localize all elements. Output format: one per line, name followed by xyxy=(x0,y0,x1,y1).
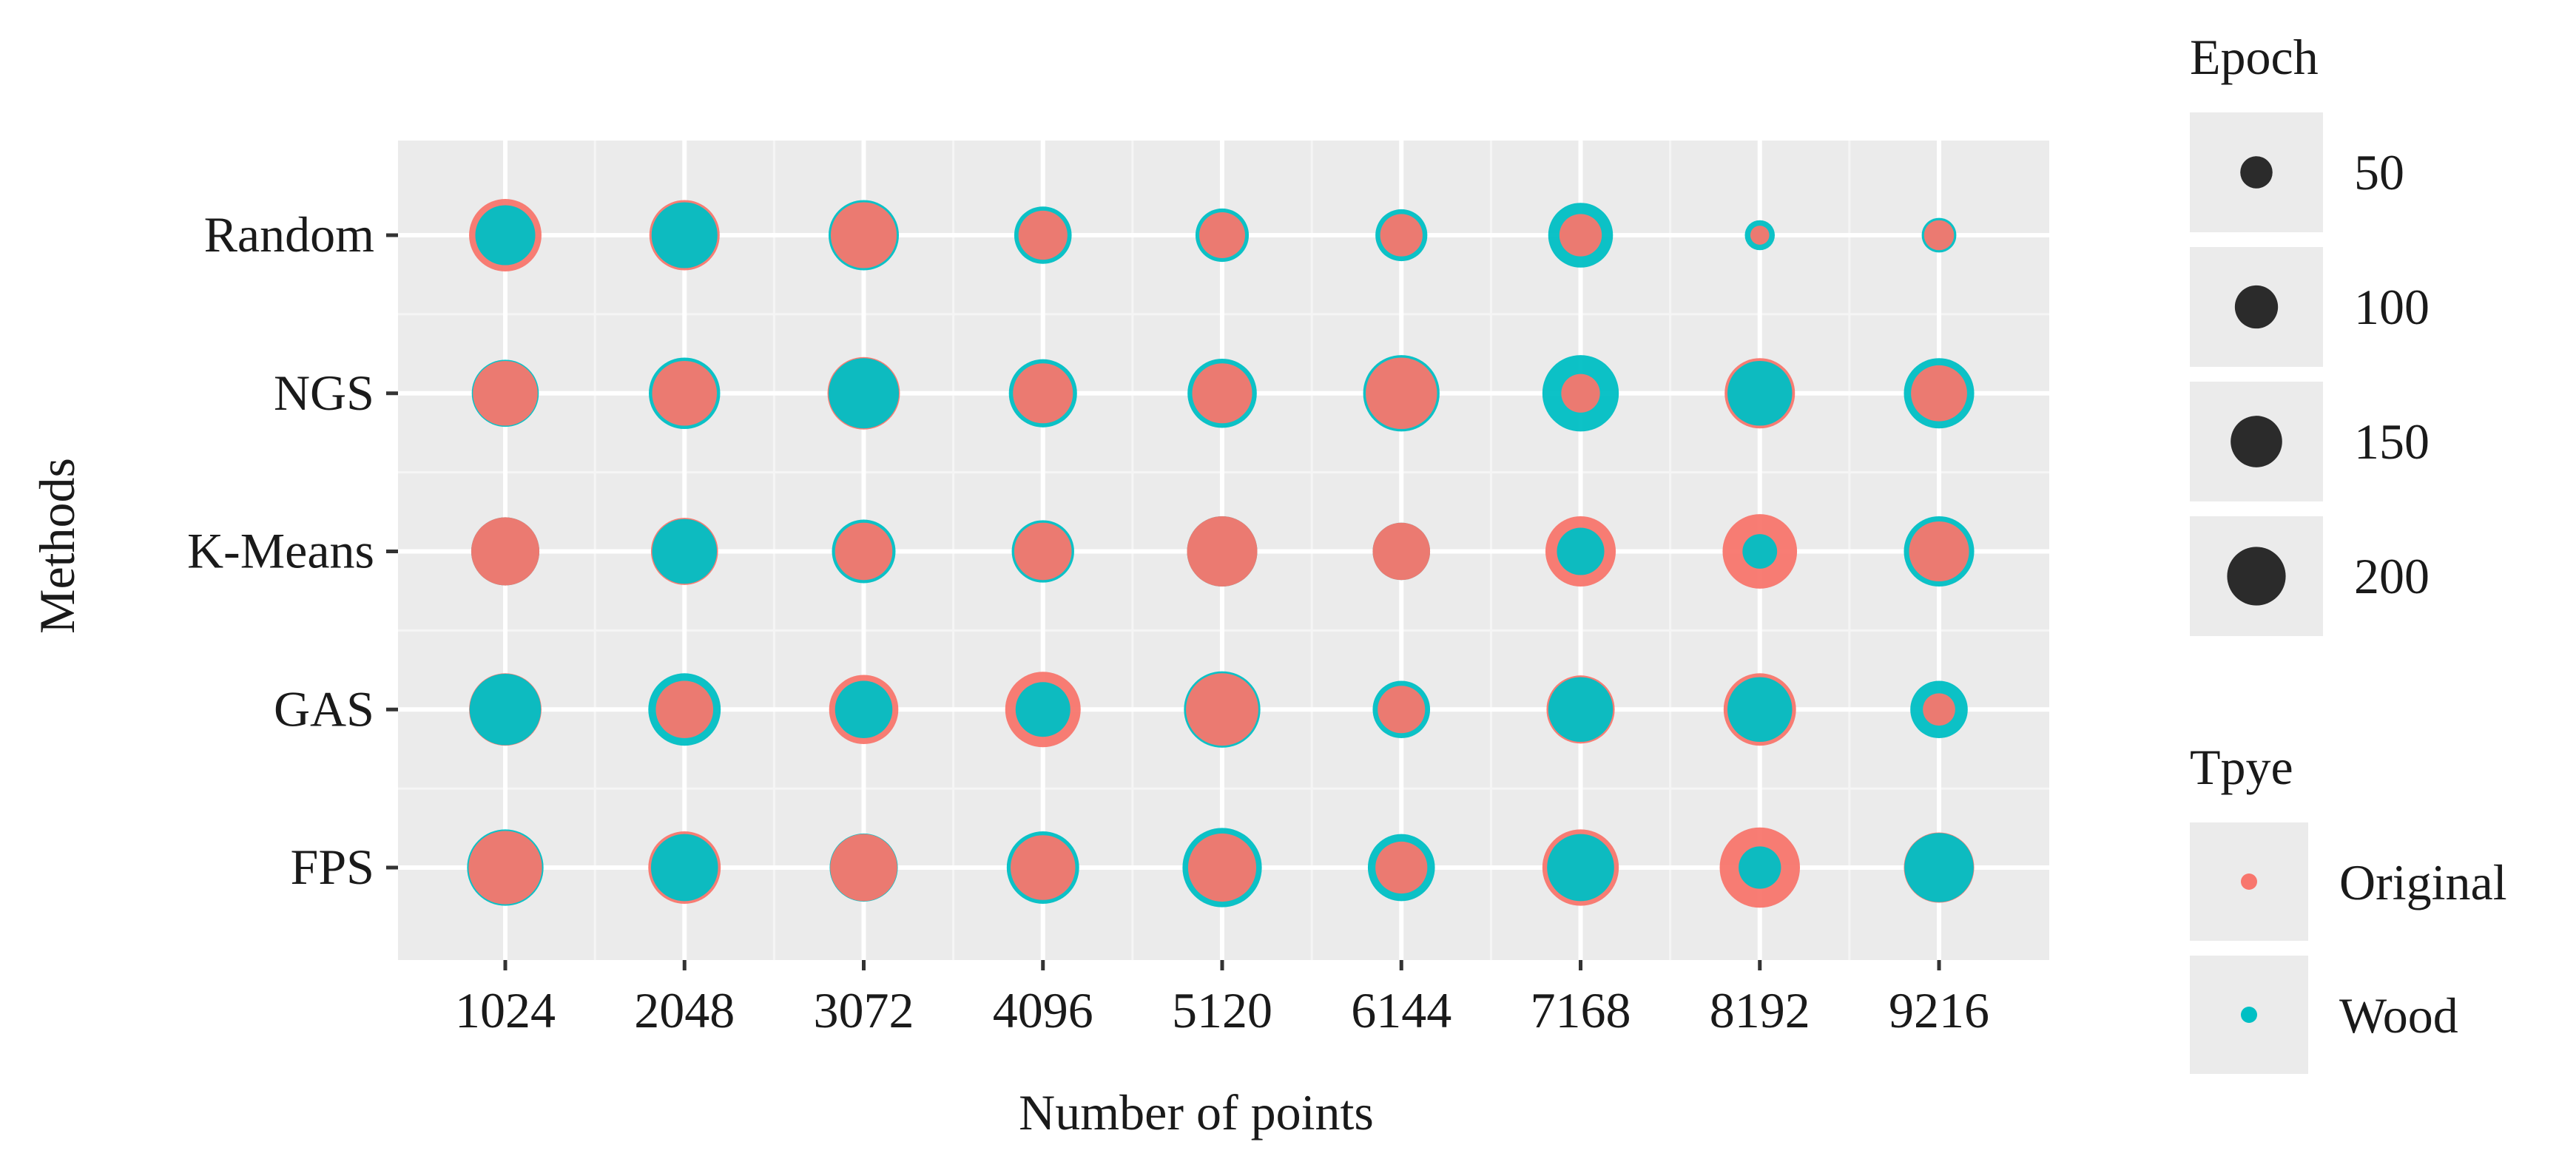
x-axis-title: Number of points xyxy=(1019,1084,1374,1140)
data-point-original xyxy=(1923,693,1955,726)
color-legend-label: Original xyxy=(2339,854,2507,910)
y-tick-label: K-Means xyxy=(187,523,374,579)
y-tick-label: FPS xyxy=(291,839,374,895)
data-point-original xyxy=(1187,516,1258,587)
data-point-original xyxy=(468,831,542,905)
data-point-original xyxy=(830,834,897,902)
color-legend-label: Wood xyxy=(2339,987,2458,1044)
data-point-original xyxy=(655,680,714,739)
data-point-original xyxy=(1187,833,1257,902)
y-tick-label: Random xyxy=(204,206,374,263)
y-axis-title: Methods xyxy=(29,458,85,634)
data-point-wood xyxy=(469,674,542,746)
data-point-original xyxy=(834,522,893,581)
color-legend-title: Tpye xyxy=(2190,739,2293,795)
data-point-wood xyxy=(652,518,718,584)
size-legend-bubble xyxy=(2240,156,2273,189)
size-legend-label: 50 xyxy=(2354,144,2404,200)
data-point-wood xyxy=(1727,677,1793,743)
x-tick-label: 5120 xyxy=(1172,982,1272,1038)
data-point-wood xyxy=(650,834,718,902)
data-point-wood xyxy=(1727,360,1793,426)
data-point-original xyxy=(1923,220,1955,251)
data-point-original xyxy=(1559,214,1602,257)
size-legend-bubble xyxy=(2234,285,2279,329)
data-point-original xyxy=(1378,686,1426,734)
data-point-wood xyxy=(1557,527,1605,575)
data-point-original xyxy=(1014,522,1072,581)
data-points xyxy=(467,199,1975,908)
data-point-wood xyxy=(1739,846,1781,889)
size-legend-title: Epoch xyxy=(2190,29,2319,85)
y-tick-label: GAS xyxy=(274,680,374,737)
data-point-original xyxy=(1192,363,1252,424)
size-legend-label: 150 xyxy=(2354,413,2430,470)
data-point-wood xyxy=(651,202,718,268)
data-point-wood xyxy=(475,205,536,266)
data-point-wood xyxy=(834,680,893,739)
legend: Epoch Tpye 50 100 150 200 Original Wood xyxy=(2190,29,2507,1074)
data-point-wood xyxy=(1547,834,1614,902)
data-point-original xyxy=(1561,374,1600,413)
size-legend-label: 100 xyxy=(2354,279,2430,335)
data-point-wood xyxy=(828,358,900,429)
data-point-wood xyxy=(1742,534,1778,569)
size-legend-bubble xyxy=(2227,547,2286,606)
axes: 1024 2048 3072 4096 5120 6144 7168 8192 9216 Rand… xyxy=(187,206,1989,1038)
data-point-original xyxy=(1018,210,1068,260)
data-point-original xyxy=(830,202,897,268)
data-point-original xyxy=(1750,226,1770,245)
y-tick-label: NGS xyxy=(274,365,374,421)
data-point-original xyxy=(471,517,540,586)
x-tick-label: 3072 xyxy=(814,982,914,1038)
data-point-original xyxy=(1375,841,1428,894)
x-tick-label: 1024 xyxy=(455,982,556,1038)
data-point-wood xyxy=(1015,682,1070,737)
color-legend-dot xyxy=(2241,873,2257,890)
data-point-wood xyxy=(1904,833,1974,902)
data-point-wood xyxy=(1548,677,1614,743)
data-point-original xyxy=(473,360,538,426)
color-legend-dot xyxy=(2241,1007,2257,1023)
size-legend-label: 200 xyxy=(2354,548,2430,604)
data-point-original xyxy=(652,360,718,426)
x-tick-label: 8192 xyxy=(1710,982,1810,1038)
size-legend-bubble xyxy=(2231,416,2282,467)
x-tick-label: 4096 xyxy=(993,982,1093,1038)
x-tick-label: 9216 xyxy=(1889,982,1989,1038)
data-point-original xyxy=(1911,365,1967,422)
data-point-original xyxy=(1366,357,1437,429)
data-point-original xyxy=(1380,214,1423,257)
data-point-original xyxy=(1372,522,1431,581)
data-point-original xyxy=(1013,363,1073,424)
x-tick-label: 7168 xyxy=(1531,982,1631,1038)
x-tick-label: 6144 xyxy=(1351,982,1451,1038)
data-point-original xyxy=(1909,521,1969,582)
data-point-original xyxy=(1010,835,1076,900)
data-point-original xyxy=(1199,212,1245,258)
data-point-original xyxy=(1186,673,1258,746)
x-tick-label: 2048 xyxy=(634,982,735,1038)
